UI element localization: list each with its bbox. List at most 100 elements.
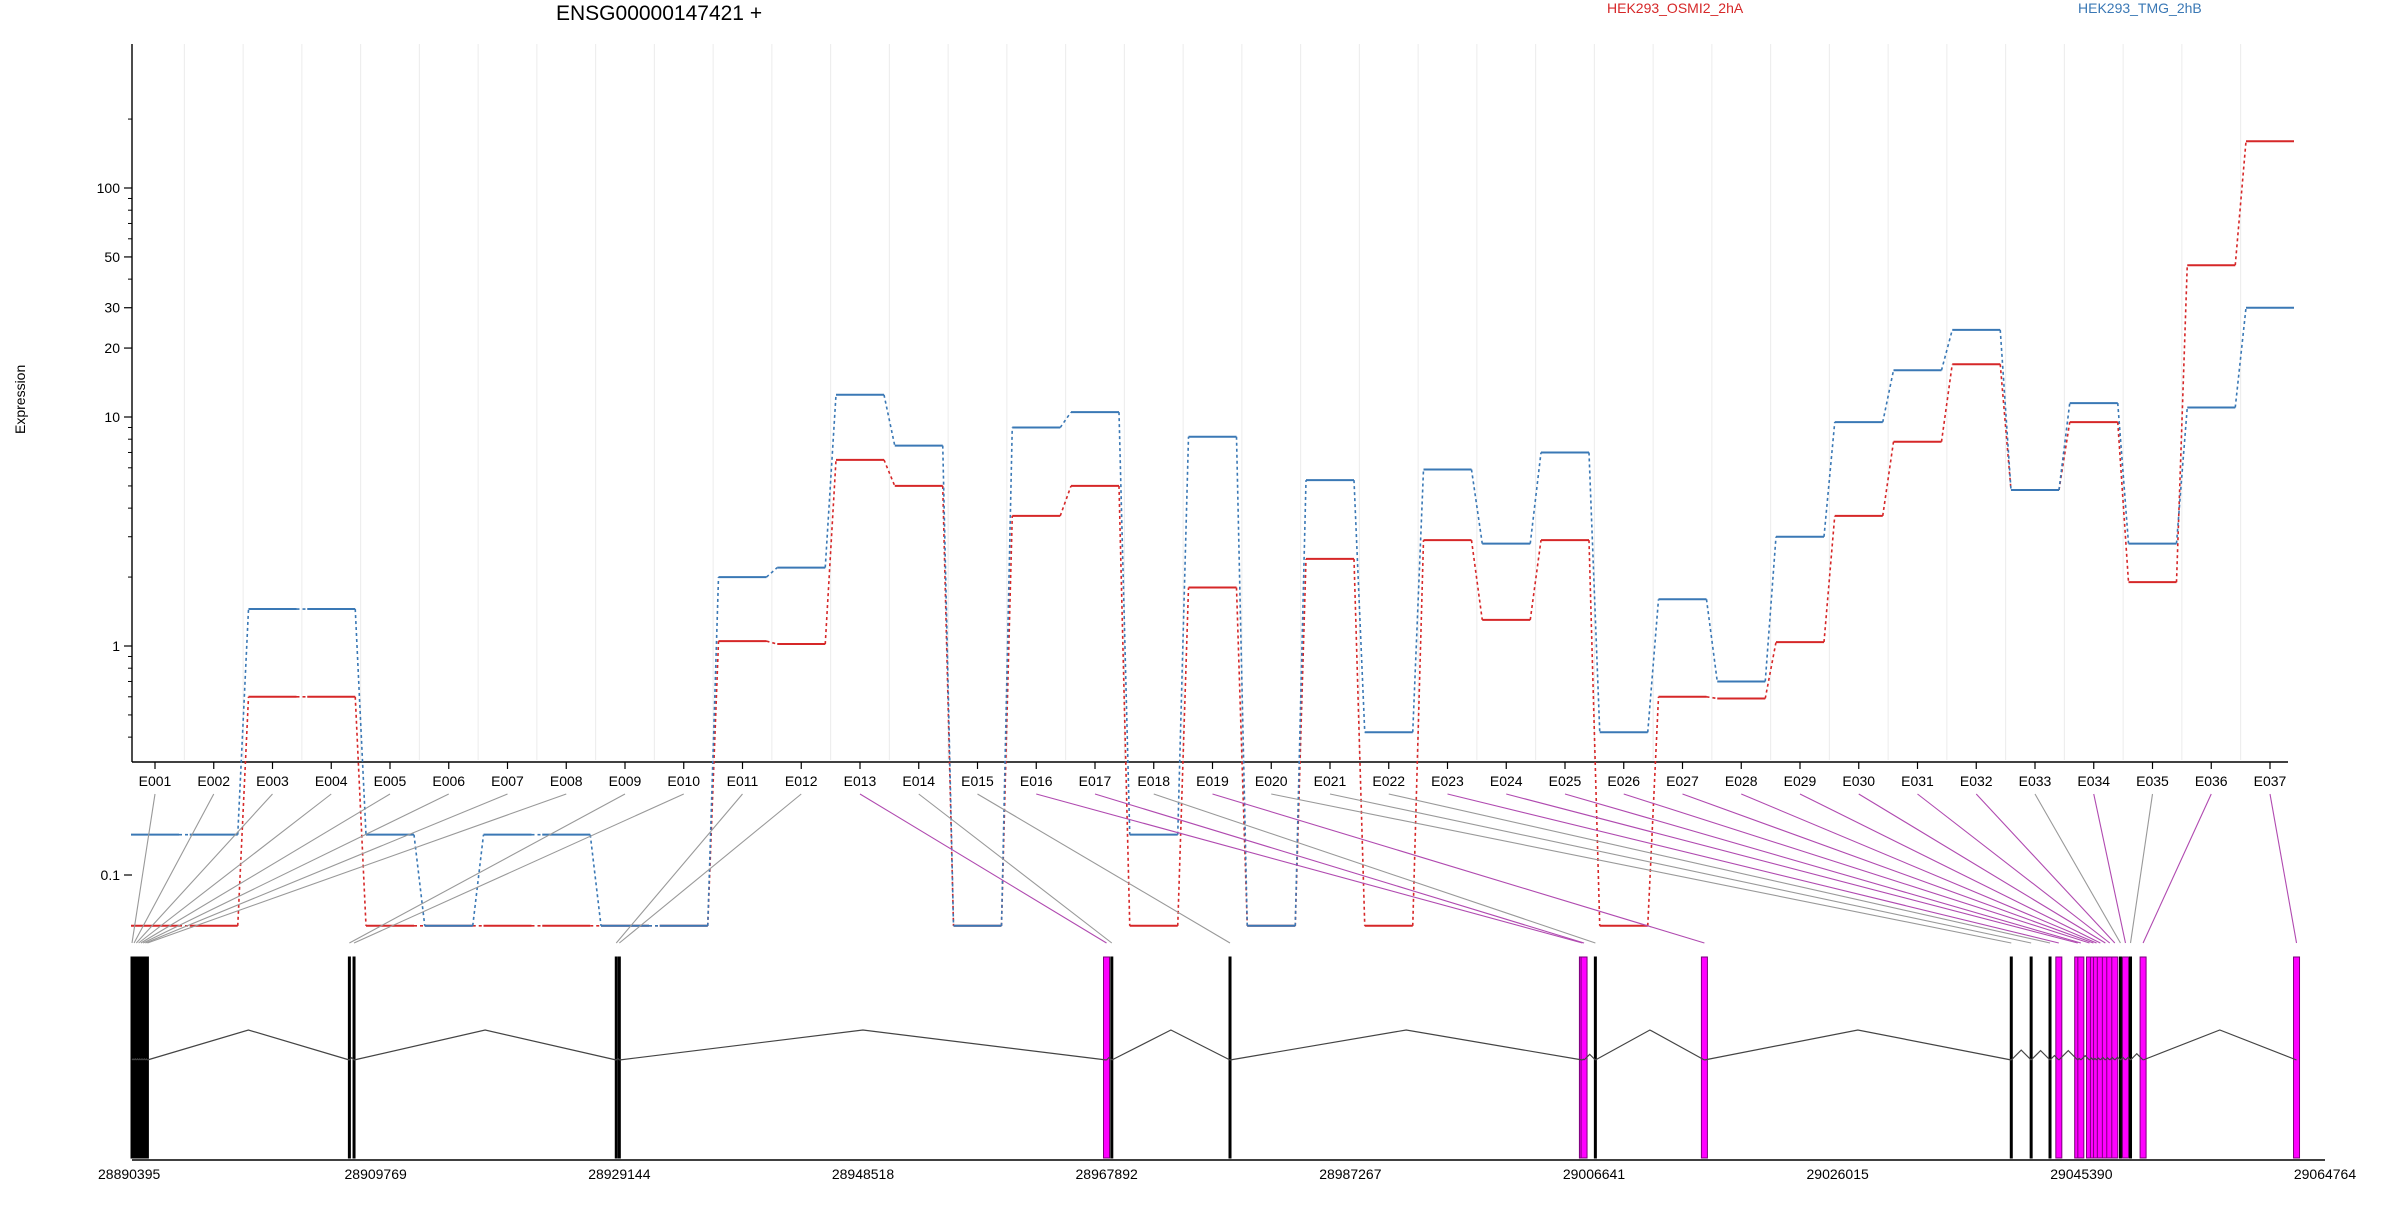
series-connector <box>1176 587 1190 926</box>
x-tick-label-e006: E006 <box>432 773 465 789</box>
y-axis-label: Expression <box>12 364 28 434</box>
series-connector <box>1881 370 1895 423</box>
series-connector <box>354 609 367 835</box>
connector-e021 <box>1329 793 2032 944</box>
y-tick-label: 1 <box>112 638 120 654</box>
x-tick-label-e001: E001 <box>139 773 172 789</box>
series-connector <box>765 566 778 578</box>
y-tick-label: 20 <box>104 340 120 356</box>
exon-box-e005 <box>139 956 143 1159</box>
x-tick-label-e015: E015 <box>961 773 994 789</box>
series-connector <box>1000 427 1014 926</box>
series-connector <box>2058 403 2071 491</box>
connector-e036 <box>2142 793 2212 944</box>
connector-e018 <box>1153 793 1596 944</box>
intron-lines <box>131 1029 2297 1061</box>
connector-e025 <box>1564 793 2081 944</box>
intron-line <box>348 1056 355 1061</box>
intron-line <box>144 1058 148 1061</box>
x-tick-label-e028: E028 <box>1725 773 1758 789</box>
legend-entry-series-1: HEK293_OSMI2_2hA <box>1607 0 1744 16</box>
x-tick-label-e020: E020 <box>1255 773 1288 789</box>
connector-e022 <box>1388 793 2051 944</box>
series-connector <box>1118 412 1131 835</box>
connector-e004 <box>138 793 332 944</box>
connector-e034 <box>2093 793 2127 944</box>
connector-e011 <box>615 793 743 944</box>
exon-box-e019 <box>1700 956 1708 1159</box>
series-connector <box>941 445 955 926</box>
y-tick-label: 100 <box>97 180 121 196</box>
genome-tick-label: 28890395 <box>98 1166 161 1182</box>
intron-line <box>142 1058 146 1061</box>
y-tick-label: 10 <box>104 409 120 425</box>
connector-e001 <box>131 793 156 944</box>
intron-line <box>2058 1049 2079 1061</box>
intron-line <box>2030 1049 2051 1061</box>
exon-box-e037 <box>2293 956 2301 1159</box>
genome-tick-label: 29045390 <box>2050 1166 2113 1182</box>
series-connector <box>1353 558 1366 926</box>
genome-tick-label: 29026015 <box>1807 1166 1870 1182</box>
x-tick-label-e014: E014 <box>902 773 935 789</box>
series-connector <box>1646 696 1660 926</box>
x-tick-label-e007: E007 <box>491 773 524 789</box>
connector-e028 <box>1741 793 2097 944</box>
series-connector <box>1940 329 1954 371</box>
x-tick-label-e023: E023 <box>1431 773 1464 789</box>
exon-box-e021 <box>2029 956 2033 1159</box>
intron-line <box>353 1029 617 1061</box>
intron-line <box>1595 1029 1705 1061</box>
y-tick-label: 50 <box>104 249 120 265</box>
exon-box-e018 <box>1593 956 1597 1159</box>
series-connector <box>1588 540 1601 926</box>
connector-e024 <box>1506 793 2078 944</box>
series-connector <box>1529 540 1542 621</box>
exon-box-e020 <box>2009 956 2013 1159</box>
x-tick-label-e019: E019 <box>1196 773 1229 789</box>
exon-box-e008 <box>145 956 149 1159</box>
connector-e032 <box>1975 793 2116 944</box>
connector-e012 <box>618 793 802 944</box>
series-connector <box>2116 422 2130 583</box>
exon-box-e006 <box>141 956 145 1159</box>
series-1 <box>131 140 2294 927</box>
genome-tick-label: 28948518 <box>832 1166 895 1182</box>
series-connector <box>236 696 250 926</box>
intron-line <box>147 1029 350 1061</box>
connector-e013 <box>859 793 1107 944</box>
connector-e007 <box>145 793 508 944</box>
connector-e008 <box>147 793 567 944</box>
series-connector <box>2175 407 2189 544</box>
genome-tick-label: 29064764 <box>2294 1166 2357 1182</box>
intron-line <box>2099 1056 2106 1061</box>
genome-tick-label: 29006641 <box>1563 1166 1626 1182</box>
x-tick-label-e024: E024 <box>1490 773 1523 789</box>
series-connector <box>1705 599 1719 682</box>
genome-tick-label: 28929144 <box>588 1166 651 1182</box>
connector-e020 <box>1271 793 2012 944</box>
connector-e014 <box>918 793 1113 944</box>
intron-line <box>1583 1053 1596 1061</box>
y-tick-label: 0.1 <box>101 867 121 883</box>
series-connector <box>1881 441 1895 516</box>
intron-line <box>2120 1056 2126 1061</box>
series-connector <box>941 485 955 926</box>
connector-e023 <box>1447 793 2059 944</box>
x-tick-label-e029: E029 <box>1784 773 1817 789</box>
series-connector <box>1588 452 1601 733</box>
series-connector <box>1470 469 1484 544</box>
series-connector <box>1353 480 1366 733</box>
intron-line <box>2049 1054 2060 1061</box>
series-connector <box>589 834 602 926</box>
connector-e019 <box>1212 793 1705 944</box>
intron-line <box>2130 1052 2144 1061</box>
connector-e006 <box>142 793 449 944</box>
exon-box-e035 <box>2129 956 2133 1159</box>
intron-line <box>1111 1029 1231 1061</box>
exon-box-e015 <box>1228 956 1232 1159</box>
x-tick-label-e008: E008 <box>550 773 583 789</box>
intron-line <box>2089 1057 2094 1061</box>
x-tick-label-e005: E005 <box>374 773 407 789</box>
